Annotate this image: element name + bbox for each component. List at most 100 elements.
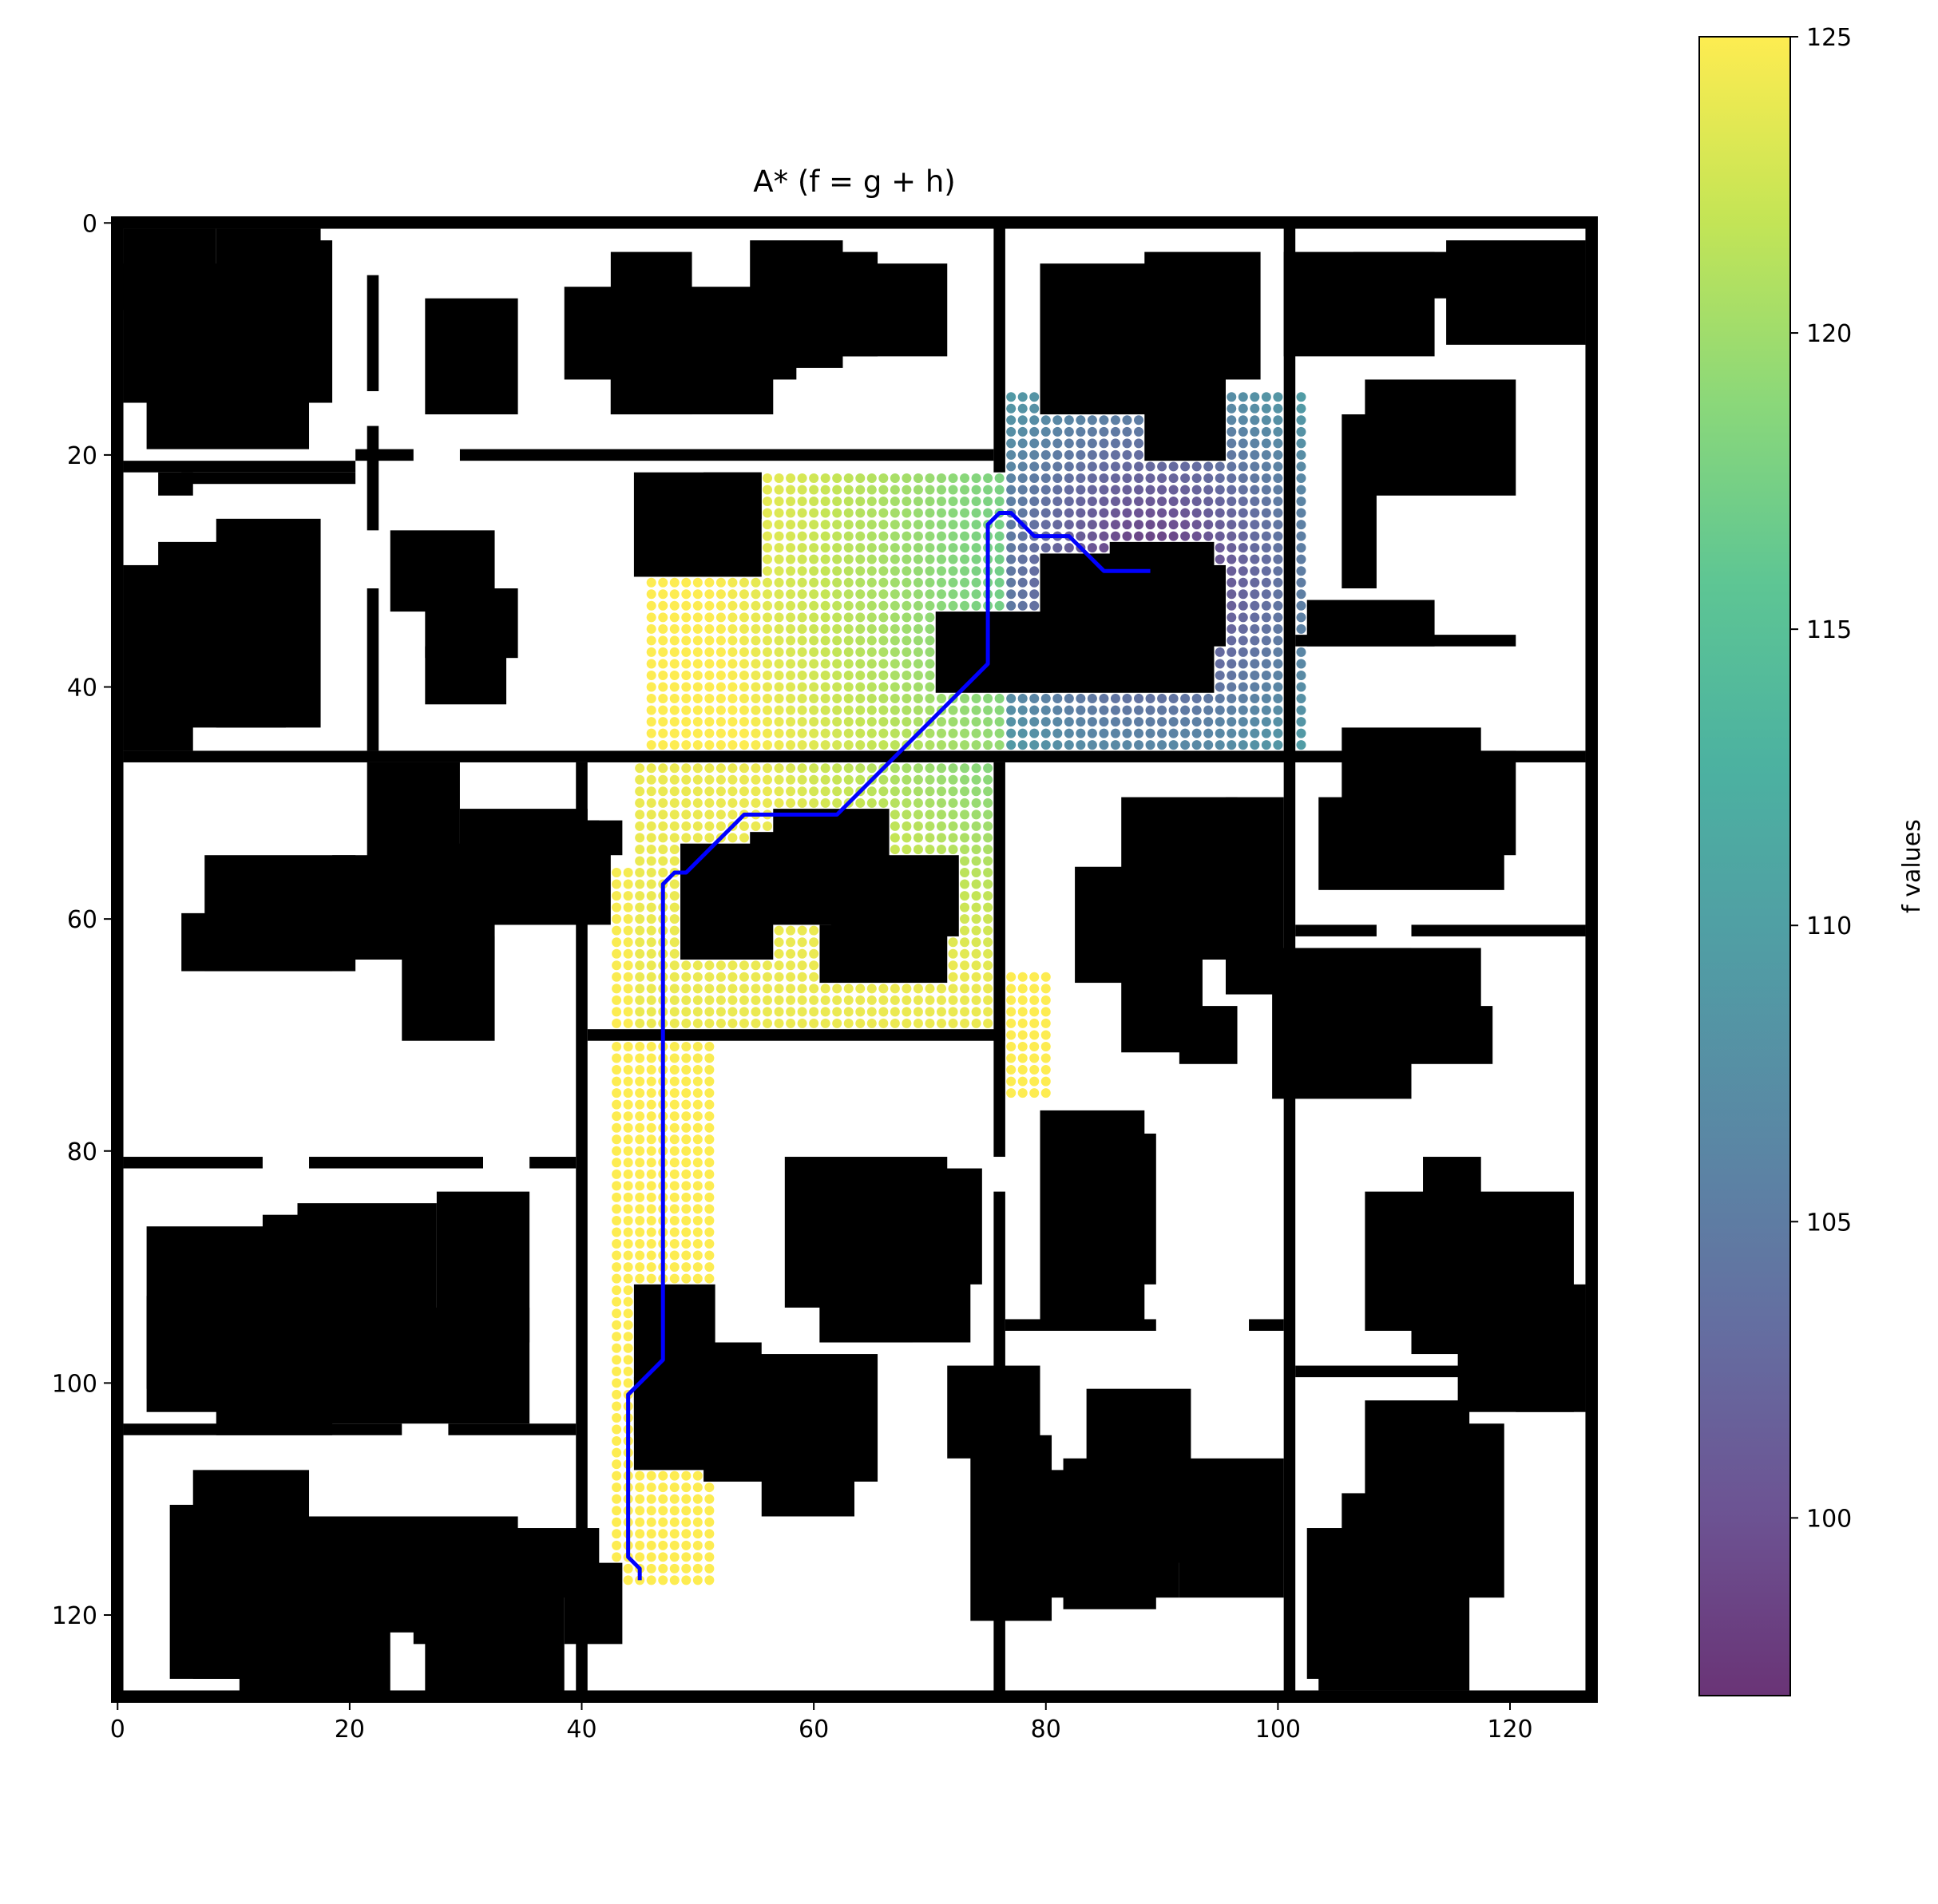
- explored-cell: [635, 902, 645, 912]
- explored-cell: [704, 1146, 715, 1156]
- explored-cell: [1099, 508, 1109, 518]
- explored-cell: [797, 520, 807, 530]
- explored-cell: [669, 1575, 680, 1585]
- explored-cell: [809, 774, 819, 785]
- explored-cell: [751, 659, 761, 669]
- explored-cell: [902, 554, 912, 564]
- explored-cell: [809, 786, 819, 797]
- explored-cell: [1191, 461, 1202, 472]
- explored-cell: [890, 543, 900, 553]
- explored-cell: [948, 972, 958, 982]
- explored-cell: [1250, 403, 1260, 414]
- explored-cell: [797, 531, 807, 541]
- explored-cell: [727, 995, 738, 1005]
- explored-cell: [1099, 497, 1109, 507]
- explored-cell: [1076, 426, 1086, 437]
- explored-cell: [1238, 682, 1248, 692]
- explored-cell: [1052, 461, 1063, 472]
- explored-cell: [739, 960, 749, 971]
- explored-cell: [866, 508, 877, 518]
- explored-cell: [994, 694, 1005, 704]
- explored-cell: [681, 763, 692, 774]
- explored-cell: [763, 623, 773, 634]
- explored-cell: [1157, 508, 1167, 518]
- explored-cell: [704, 600, 715, 611]
- explored-cell: [635, 995, 645, 1005]
- explored-cell: [763, 485, 773, 495]
- explored-cell: [832, 740, 842, 750]
- explored-cell: [635, 1529, 645, 1539]
- explored-cell: [1180, 728, 1191, 738]
- explored-cell: [936, 809, 946, 820]
- explored-cell: [1029, 984, 1040, 994]
- explored-cell: [623, 1158, 633, 1168]
- explored-cell: [936, 566, 946, 576]
- explored-cell: [612, 1366, 622, 1376]
- explored-cell: [669, 1563, 680, 1573]
- explored-cell: [1099, 531, 1109, 541]
- explored-cell: [1029, 485, 1040, 495]
- explored-cell: [623, 1111, 633, 1122]
- explored-cell: [658, 798, 668, 808]
- explored-cell: [669, 914, 680, 924]
- explored-cell: [1238, 705, 1248, 715]
- explored-cell: [1227, 520, 1237, 530]
- explored-cell: [1250, 728, 1260, 738]
- explored-cell: [878, 508, 889, 518]
- explored-cell: [612, 1401, 622, 1411]
- explored-cell: [774, 520, 784, 530]
- explored-cell: [1145, 485, 1155, 495]
- explored-cell: [704, 1540, 715, 1550]
- explored-cell: [878, 786, 889, 797]
- explored-cell: [612, 984, 622, 994]
- explored-cell: [669, 1146, 680, 1156]
- explored-cell: [971, 821, 981, 831]
- explored-cell: [925, 705, 935, 715]
- explored-cell: [763, 798, 773, 808]
- explored-cell: [763, 763, 773, 774]
- explored-cell: [692, 1041, 703, 1051]
- explored-cell: [902, 728, 912, 738]
- explored-cell: [704, 1273, 715, 1284]
- explored-cell: [1076, 415, 1086, 426]
- explored-cell: [612, 1308, 622, 1319]
- y-tick-label: 120: [52, 1602, 97, 1630]
- explored-cell: [1238, 728, 1248, 738]
- explored-cell: [960, 798, 970, 808]
- explored-cell: [1134, 426, 1144, 437]
- explored-cell: [960, 485, 970, 495]
- explored-cell: [820, 600, 830, 611]
- explored-cell: [1203, 473, 1214, 483]
- explored-cell: [763, 786, 773, 797]
- explored-cell: [669, 1065, 680, 1075]
- explored-cell: [855, 600, 866, 611]
- explored-cell: [843, 740, 854, 750]
- explored-cell: [1145, 728, 1155, 738]
- explored-cell: [1017, 1088, 1028, 1098]
- explored-cell: [832, 508, 842, 518]
- explored-cell: [692, 798, 703, 808]
- explored-cell: [1040, 1030, 1051, 1040]
- explored-cell: [692, 577, 703, 588]
- explored-cell: [612, 1355, 622, 1365]
- explored-cell: [774, 984, 784, 994]
- explored-cell: [832, 497, 842, 507]
- explored-cell: [635, 798, 645, 808]
- explored-cell: [890, 995, 900, 1005]
- explored-cell: [646, 1506, 656, 1516]
- explored-cell: [878, 566, 889, 576]
- explored-cell: [669, 659, 680, 669]
- explored-cell: [971, 833, 981, 843]
- explored-cell: [855, 566, 866, 576]
- explored-cell: [1064, 508, 1074, 518]
- explored-cell: [612, 1018, 622, 1028]
- explored-cell: [635, 937, 645, 948]
- obstacle-cell: [146, 1296, 252, 1412]
- explored-cell: [715, 798, 726, 808]
- explored-cell: [623, 1355, 633, 1365]
- explored-cell: [1076, 520, 1086, 530]
- explored-cell: [669, 1471, 680, 1481]
- explored-cell: [1145, 461, 1155, 472]
- explored-cell: [866, 531, 877, 541]
